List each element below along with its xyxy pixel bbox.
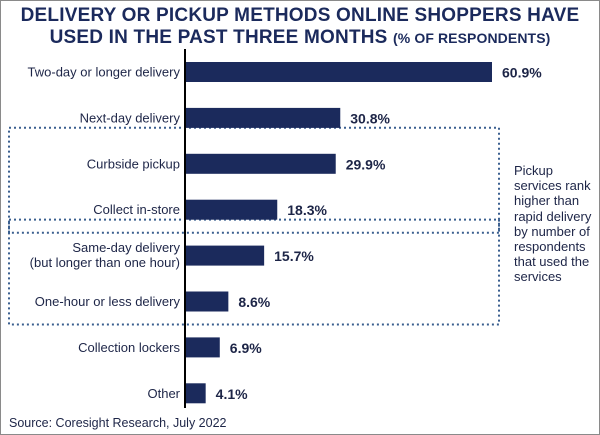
bar-5 xyxy=(185,245,265,266)
value-label-8: 4.1% xyxy=(216,386,248,402)
source-note: Source: Coresight Research, July 2022 xyxy=(9,416,227,430)
value-label-4: 18.3% xyxy=(287,202,327,218)
value-label-7: 6.9% xyxy=(230,340,262,356)
category-label-8: Other xyxy=(147,386,180,401)
bar-6 xyxy=(185,291,229,312)
bar-2 xyxy=(185,107,341,128)
bar-7 xyxy=(185,337,220,358)
category-label-1: Two-day or longer delivery xyxy=(28,65,181,80)
category-label-5: Same-day delivery (but longer than one ho… xyxy=(30,240,181,270)
chart-title-line-2: USED IN THE PAST THREE MONTHS (% OF RESP… xyxy=(0,27,600,49)
category-label-3: Curbside pickup xyxy=(87,156,180,171)
chart-title-line-1: DELIVERY OR PICKUP METHODS ONLINE SHOPPE… xyxy=(20,5,580,26)
chart-title-line-2-text: USED IN THE PAST THREE MONTHS xyxy=(49,27,388,48)
category-label-4: Collect in-store xyxy=(93,202,180,217)
category-label-6: One-hour or less delivery xyxy=(35,294,181,309)
pickup-annotation: Pickup services rank higher than rapid d… xyxy=(514,163,592,285)
value-label-3: 29.9% xyxy=(346,156,386,172)
bar-3 xyxy=(185,153,336,174)
value-label-2: 30.8% xyxy=(350,110,390,126)
category-label-2: Next-day delivery xyxy=(80,110,181,125)
category-label-7: Collection lockers xyxy=(78,340,180,355)
bar-1 xyxy=(185,62,492,82)
value-label-1: 60.9% xyxy=(502,65,542,81)
bar-4 xyxy=(185,199,278,220)
value-label-5: 15.7% xyxy=(274,248,314,264)
bar-8 xyxy=(185,383,206,404)
chart-subtitle: (% OF RESPONDENTS) xyxy=(393,30,551,46)
value-label-6: 8.6% xyxy=(238,294,270,310)
